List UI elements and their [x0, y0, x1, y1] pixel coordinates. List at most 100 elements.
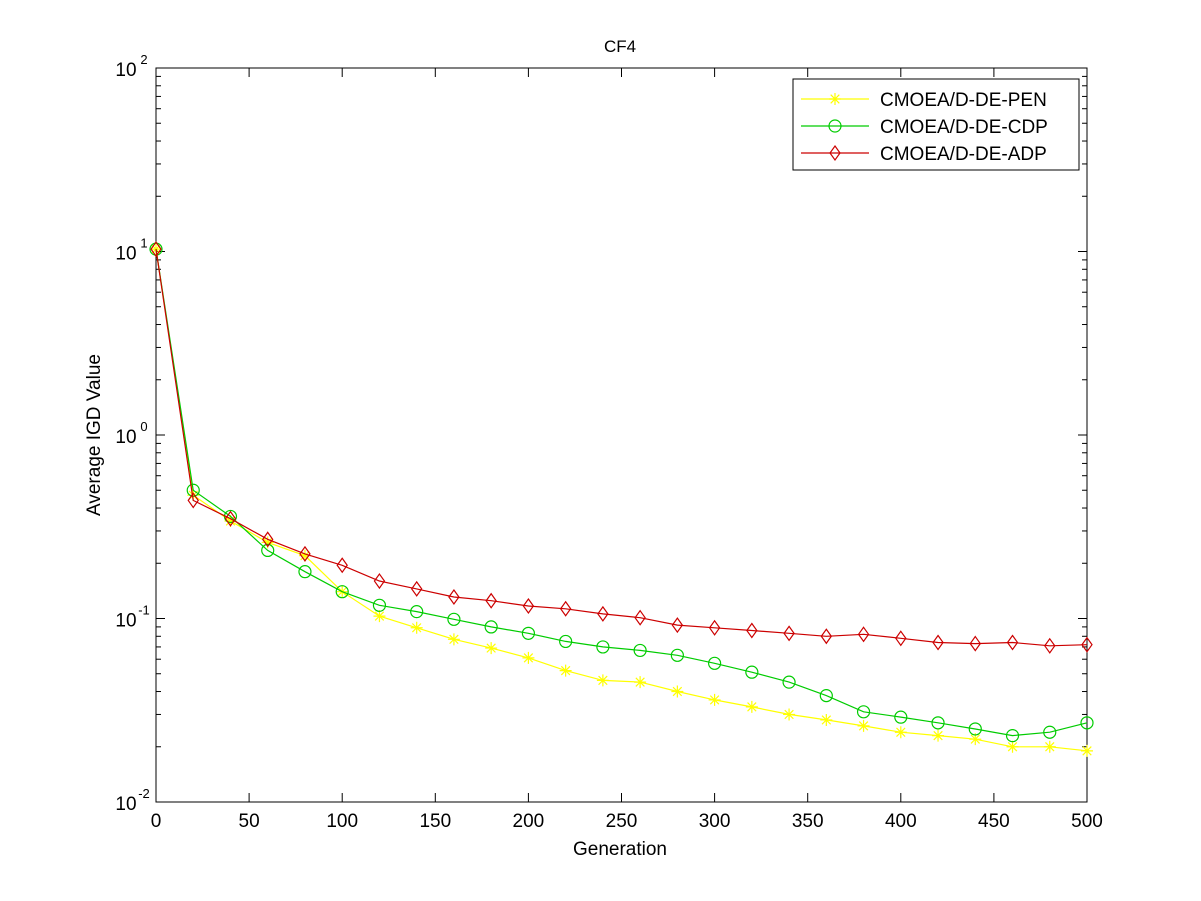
data-point — [559, 664, 572, 677]
data-point — [298, 565, 312, 579]
data-point — [187, 489, 200, 502]
data-point — [783, 625, 795, 642]
data-point — [820, 713, 833, 726]
data-point — [1006, 740, 1019, 753]
data-point — [745, 665, 759, 679]
x-axis-label: Generation — [573, 839, 667, 860]
data-point — [596, 640, 610, 654]
data-point — [447, 612, 461, 626]
data-point — [819, 689, 833, 703]
chart-title: CF4 — [604, 37, 636, 56]
legend-label: CMOEA/D-DE-CDP — [880, 117, 1048, 138]
data-point — [1081, 636, 1093, 653]
y-tick-label: 10 — [115, 794, 136, 815]
data-point — [559, 600, 572, 617]
x-tick-label: 300 — [699, 811, 731, 832]
y-tick-exponent: 0 — [140, 419, 147, 434]
data-point — [856, 705, 871, 719]
x-tick-label: 250 — [606, 811, 638, 832]
legend-label: CMOEA/D-DE-ADP — [880, 144, 1047, 165]
y-tick-label: 10 — [115, 60, 136, 81]
data-point — [261, 531, 274, 548]
data-point — [522, 651, 535, 664]
data-point — [670, 648, 684, 662]
data-point — [969, 733, 982, 746]
data-point — [485, 642, 498, 655]
x-tick-label: 100 — [326, 811, 358, 832]
data-point — [261, 536, 274, 549]
data-point — [447, 633, 460, 646]
data-point — [298, 549, 311, 562]
data-point — [1005, 729, 1020, 743]
data-point — [336, 557, 348, 574]
data-point — [857, 719, 870, 732]
data-point — [782, 675, 796, 689]
data-point — [373, 610, 386, 623]
x-tick-label: 450 — [978, 811, 1010, 832]
data-point — [894, 710, 908, 724]
legend-marker — [828, 119, 842, 133]
data-point — [895, 630, 907, 647]
series-line — [155, 249, 1088, 752]
data-point — [708, 693, 721, 706]
data-point — [596, 674, 609, 687]
data-point — [187, 492, 199, 509]
y-tick-label: 10 — [115, 427, 136, 448]
data-point — [783, 708, 796, 721]
data-point — [634, 676, 647, 689]
y-tick-label: 10 — [115, 244, 136, 265]
data-point — [671, 685, 684, 698]
x-tick-label: 150 — [419, 811, 451, 832]
legend-marker — [829, 144, 841, 162]
data-point — [708, 619, 721, 636]
data-point — [633, 643, 647, 658]
y-tick-exponent: -1 — [138, 603, 150, 618]
legend-label: CMOEA/D-DE-PEN — [880, 90, 1047, 111]
data-point — [485, 592, 497, 609]
x-tick-label: 500 — [1071, 811, 1103, 832]
data-point — [634, 609, 646, 626]
data-point — [1080, 716, 1094, 730]
series-layer — [149, 241, 1094, 757]
series-cmoea-d-de-adp — [150, 241, 1093, 654]
data-point — [150, 241, 162, 258]
data-point — [932, 729, 945, 742]
x-tick-label: 200 — [513, 811, 545, 832]
y-tick-label: 10 — [115, 611, 136, 632]
data-point — [1081, 744, 1093, 757]
data-point — [671, 617, 684, 634]
x-tick-label: 400 — [885, 811, 917, 832]
data-point — [559, 634, 573, 649]
data-point — [597, 605, 609, 622]
data-point — [372, 598, 387, 612]
y-tick-exponent: -2 — [138, 786, 150, 801]
data-point — [484, 620, 498, 634]
data-point — [448, 588, 460, 606]
data-point — [1044, 637, 1056, 654]
x-tick-label: 0 — [151, 811, 162, 832]
series-cmoea-d-de-pen — [150, 243, 1093, 757]
legend-marker — [829, 93, 841, 105]
data-point — [410, 605, 424, 619]
data-point — [224, 514, 237, 527]
data-point — [1006, 634, 1019, 651]
data-point — [857, 626, 870, 643]
y-tick-exponent: 2 — [140, 52, 147, 67]
data-point — [224, 510, 237, 527]
series-line — [155, 249, 1088, 647]
x-tick-label: 50 — [239, 811, 260, 832]
x-tick-label: 350 — [792, 811, 824, 832]
data-point — [335, 585, 349, 599]
legend: CMOEA/D-DE-PEN CMOEA/D-DE-CDP CMOEA/D-DE-A… — [792, 78, 1080, 171]
data-point — [969, 635, 982, 652]
y-axis-label: Average IGD Value — [84, 354, 105, 516]
data-point — [299, 545, 311, 562]
data-point — [521, 626, 536, 640]
data-point — [745, 700, 758, 713]
plot-area — [155, 67, 1088, 803]
data-point — [186, 483, 200, 497]
data-point — [1043, 740, 1056, 753]
data-point — [968, 722, 982, 736]
data-point — [932, 634, 944, 651]
